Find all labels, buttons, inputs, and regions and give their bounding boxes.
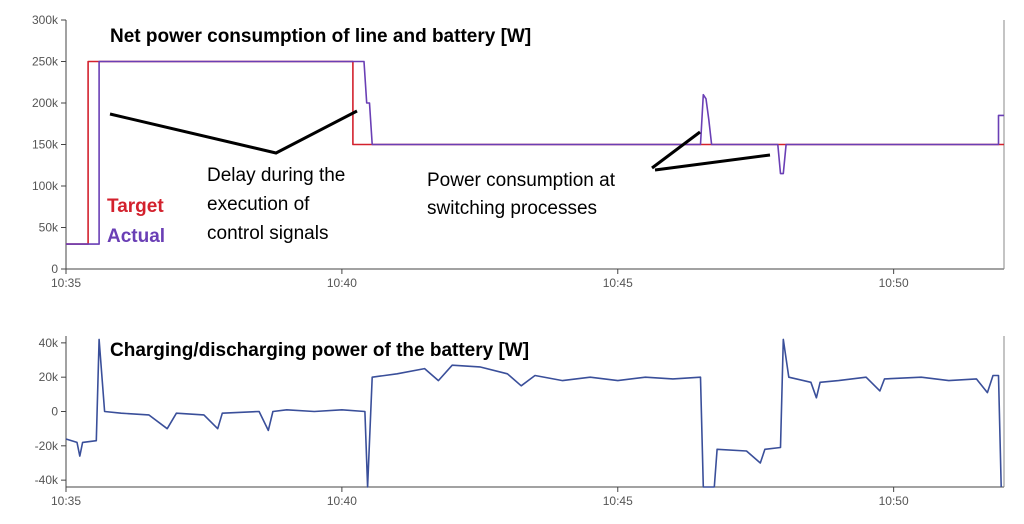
y-tick-label: 300k: [32, 13, 59, 27]
chart-net-power: 0 50k 100k 150k 200k 250k 300k 10:35 10:40 10:45…: [32, 13, 1005, 290]
annotation-delay-line-3: control signals: [207, 223, 328, 244]
annotation-delay-leader-line: [109, 109, 358, 155]
x-tick-label: 10:45: [603, 276, 633, 290]
x-tick-label: 10:45: [603, 494, 633, 508]
series-line-battery-power: [65, 338, 1002, 488]
x-tick-label: 10:40: [327, 276, 357, 290]
y-tick-label: 50k: [39, 221, 59, 235]
annotation-delay-leaders: [109, 109, 358, 155]
y-tick-label: 100k: [32, 179, 59, 193]
y-tick-label: 20k: [39, 370, 59, 384]
y-tick-label: 250k: [32, 55, 59, 69]
annotation-switching-line-1: Power consumption at: [427, 170, 616, 191]
y-tick-label: -40k: [35, 473, 59, 487]
chart-title-top: Net power consumption of line and batter…: [110, 26, 531, 47]
x-tick-label: 10:35: [51, 494, 81, 508]
annotation-delay-line-1: Delay during the: [207, 165, 345, 186]
annotation-delay-line-2: execution of: [207, 194, 310, 215]
y-tick-label: 200k: [32, 96, 59, 110]
chart-title-bottom: Charging/discharging power of the batter…: [110, 340, 529, 361]
annotation-delay: Delay during the execution of control si…: [207, 165, 351, 244]
legend-actual: Actual: [107, 226, 165, 247]
annotation-switching-line-2: switching processes: [427, 198, 597, 219]
y-tick-label: 0: [51, 262, 58, 276]
y-ticks-bottom: -40k -20k 0 20k 40k: [35, 336, 66, 487]
chart-battery-power: -40k -20k 0 20k 40k 10:35 10:40 10:45 10:50 Cha…: [35, 336, 1005, 508]
annotation-switching: Power consumption at switching processes: [427, 170, 620, 219]
annotation-switching-leaders: [651, 130, 771, 172]
y-tick-label: -20k: [35, 439, 59, 453]
x-tick-label: 10:40: [327, 494, 357, 508]
series-group-bottom: [65, 338, 1002, 488]
y-tick-label: 0: [51, 405, 58, 419]
x-tick-label: 10:50: [879, 494, 909, 508]
y-tick-label: 40k: [39, 336, 59, 350]
x-ticks-top: 10:35 10:40 10:45 10:50: [51, 269, 909, 290]
x-tick-label: 10:50: [879, 276, 909, 290]
annotation-switching-leader-line-2: [654, 153, 771, 172]
annotation-switching-leader-line-1: [651, 130, 701, 170]
x-tick-label: 10:35: [51, 276, 81, 290]
series-group-top: [66, 60, 1004, 245]
legend-target: Target: [107, 196, 164, 217]
y-ticks-top: 0 50k 100k 150k 200k 250k 300k: [32, 13, 66, 276]
x-ticks-bottom: 10:35 10:40 10:45 10:50: [51, 487, 909, 508]
y-tick-label: 150k: [32, 138, 59, 152]
series-line-actual: [66, 60, 1004, 245]
